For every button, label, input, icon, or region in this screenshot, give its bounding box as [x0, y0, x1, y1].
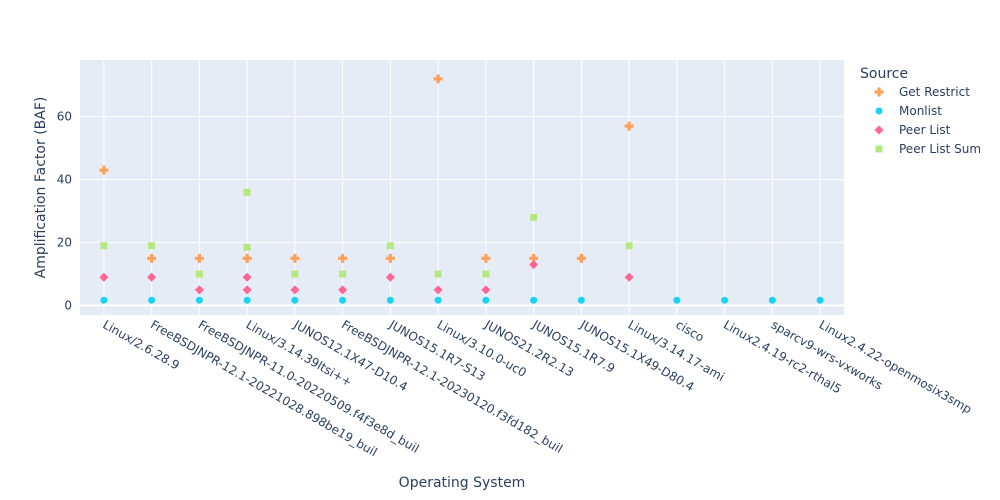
data-point [768, 296, 776, 304]
data-point [243, 188, 251, 196]
data-point [338, 285, 348, 295]
x-axis-ticks: Linux/2.6.28.9FreeBSDJNPR-12.1-20221028.… [100, 317, 974, 459]
data-point [100, 242, 108, 250]
data-point [148, 296, 156, 304]
data-point [721, 296, 729, 304]
data-point [385, 272, 395, 282]
data-point [481, 285, 491, 295]
legend-marker [875, 107, 883, 115]
data-point [99, 165, 109, 175]
data-point [433, 285, 443, 295]
legend-item[interactable]: Peer List Sum [875, 142, 982, 156]
legend-marker [874, 87, 884, 97]
legend-item[interactable]: Peer List [874, 123, 951, 137]
data-point [242, 285, 252, 295]
y-axis-title: Amplification Factor (BAF) [33, 97, 49, 279]
data-point [100, 296, 108, 304]
data-point [816, 296, 824, 304]
data-point [385, 253, 395, 263]
grid [80, 60, 844, 315]
y-tick-label: 0 [64, 299, 72, 313]
y-axis-ticks: 0 20 40 60 [57, 110, 72, 313]
data-point [147, 272, 157, 282]
data-point [481, 253, 491, 263]
data-point [530, 213, 538, 221]
legend-label: Get Restrict [899, 85, 970, 99]
data-point [482, 296, 490, 304]
legend-item[interactable]: Monlist [875, 104, 943, 118]
data-point [99, 272, 109, 282]
data-point [290, 253, 300, 263]
legend-marker [874, 125, 884, 135]
data-point [624, 272, 634, 282]
x-tick-label: cisco [673, 317, 706, 344]
data-point [242, 253, 252, 263]
series-get-restrict [99, 74, 634, 263]
data-point [530, 296, 538, 304]
data-point [147, 253, 157, 263]
legend-label: Peer List Sum [899, 142, 981, 156]
data-point [529, 253, 539, 263]
data-point [148, 242, 156, 250]
data-point [194, 285, 204, 295]
legend: Source Get Restrict Monlist Peer List Peer … [860, 66, 981, 156]
data-point [194, 253, 204, 263]
data-point [576, 253, 586, 263]
data-point [243, 296, 251, 304]
y-tick-label: 20 [57, 236, 72, 250]
data-point [434, 270, 442, 278]
data-point [339, 270, 347, 278]
data-point [386, 242, 394, 250]
plot-background [80, 60, 844, 315]
data-point [338, 253, 348, 263]
data-point [290, 285, 300, 295]
data-point [577, 296, 585, 304]
data-point [673, 296, 681, 304]
data-point [433, 74, 443, 84]
data-point [291, 270, 299, 278]
data-point [195, 296, 203, 304]
data-point [291, 296, 299, 304]
data-point [339, 296, 347, 304]
data-point [195, 270, 203, 278]
legend-label: Monlist [899, 104, 942, 118]
data-point [529, 260, 539, 270]
legend-title: Source [860, 66, 908, 82]
data-point [625, 242, 633, 250]
y-tick-label: 60 [57, 110, 72, 124]
legend-marker [875, 145, 883, 153]
series-monlist [100, 296, 824, 304]
data-point [482, 270, 490, 278]
data-point [434, 296, 442, 304]
data-point [386, 296, 394, 304]
y-tick-label: 40 [57, 173, 72, 187]
data-point [243, 243, 251, 251]
x-axis-title: Operating System [399, 475, 526, 491]
legend-label: Peer List [899, 123, 951, 137]
data-points [99, 74, 824, 304]
legend-item[interactable]: Get Restrict [874, 85, 971, 99]
series-peer-list [99, 260, 634, 295]
series-peer-list-sum [100, 188, 633, 278]
data-point [624, 121, 634, 131]
data-point [242, 272, 252, 282]
